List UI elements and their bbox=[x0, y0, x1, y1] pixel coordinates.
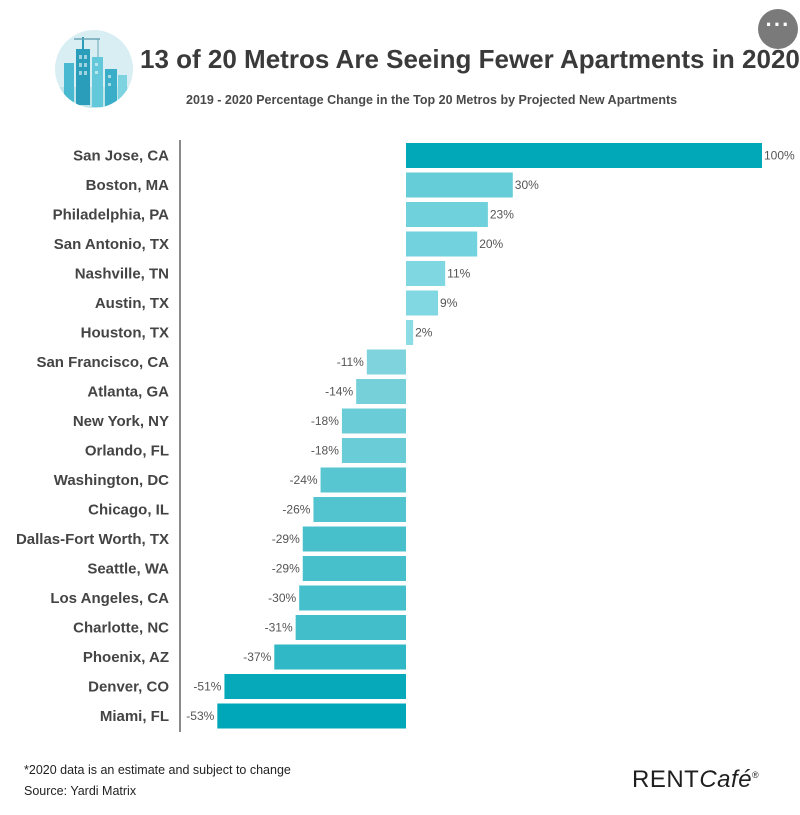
source-note: Source: Yardi Matrix bbox=[24, 784, 137, 798]
bar bbox=[274, 644, 406, 670]
chart-title: 13 of 20 Metros Are Seeing Fewer Apartme… bbox=[140, 44, 800, 74]
more-options-icon: ··· bbox=[765, 12, 791, 37]
category-label: San Francisco, CA bbox=[36, 354, 169, 371]
category-label: Philadelphia, PA bbox=[53, 207, 170, 224]
category-label: Orlando, FL bbox=[85, 443, 169, 460]
category-label: Los Angeles, CA bbox=[50, 590, 169, 607]
bar bbox=[406, 261, 446, 286]
bar bbox=[299, 585, 406, 611]
category-label: Houston, TX bbox=[81, 325, 169, 342]
value-label: -24% bbox=[290, 473, 318, 487]
value-label: -29% bbox=[272, 562, 300, 576]
brand-registered-mark: ® bbox=[752, 770, 760, 780]
value-label: 100% bbox=[764, 149, 795, 163]
category-label: Atlanta, GA bbox=[87, 384, 169, 401]
value-label: -37% bbox=[243, 650, 271, 664]
value-label: -29% bbox=[272, 532, 300, 546]
category-label: Seattle, WA bbox=[87, 561, 169, 578]
bar bbox=[406, 231, 478, 257]
value-label: 20% bbox=[479, 237, 503, 251]
category-label: Boston, MA bbox=[86, 177, 169, 194]
bar bbox=[313, 497, 406, 522]
category-label: Charlotte, NC bbox=[73, 620, 169, 637]
category-label: New York, NY bbox=[73, 413, 169, 430]
bar-chart: San Jose, CA 100% Boston, MA 30% Philadelphi… bbox=[16, 140, 795, 732]
category-label: Phoenix, AZ bbox=[83, 649, 169, 666]
value-label: 11% bbox=[447, 267, 470, 281]
bar bbox=[366, 349, 406, 375]
bar bbox=[356, 379, 406, 404]
value-label: -26% bbox=[282, 503, 310, 517]
bar bbox=[341, 408, 406, 434]
value-label: -18% bbox=[311, 414, 339, 428]
bar bbox=[406, 320, 414, 345]
category-label: Dallas-Fort Worth, TX bbox=[16, 531, 169, 548]
category-label: Washington, DC bbox=[54, 472, 169, 489]
brand-cafe: Café bbox=[699, 766, 753, 793]
value-label: 9% bbox=[440, 296, 458, 310]
category-label: Nashville, TN bbox=[75, 266, 169, 283]
bar bbox=[341, 438, 406, 463]
category-label: San Jose, CA bbox=[73, 148, 169, 165]
bar bbox=[295, 615, 406, 640]
bar bbox=[224, 674, 406, 699]
category-label: Denver, CO bbox=[88, 679, 169, 696]
category-label: Austin, TX bbox=[95, 295, 169, 312]
bar bbox=[406, 202, 488, 227]
category-label: San Antonio, TX bbox=[54, 236, 169, 253]
city-skyline-logo bbox=[55, 30, 133, 108]
bar bbox=[302, 526, 406, 552]
value-label: -31% bbox=[265, 621, 293, 635]
footnote: *2020 data is an estimate and subject to… bbox=[24, 763, 291, 777]
value-label: -14% bbox=[325, 385, 353, 399]
brand-rent: RENT bbox=[632, 766, 700, 793]
value-label: -30% bbox=[268, 591, 296, 605]
chart-subtitle: 2019 - 2020 Percentage Change in the Top… bbox=[186, 93, 678, 107]
rentcafe-logo: RENTCafé® bbox=[632, 766, 759, 794]
bar bbox=[406, 290, 439, 316]
bar bbox=[406, 172, 513, 198]
category-label: Chicago, IL bbox=[88, 502, 169, 519]
value-label: -53% bbox=[186, 709, 214, 723]
value-label: -51% bbox=[193, 680, 221, 694]
value-label: 2% bbox=[415, 326, 433, 340]
value-label: -11% bbox=[337, 355, 364, 369]
category-label: Miami, FL bbox=[100, 708, 169, 725]
bar bbox=[320, 467, 406, 493]
value-label: 23% bbox=[490, 208, 514, 222]
more-options-button[interactable]: ··· bbox=[758, 9, 798, 49]
bar bbox=[302, 556, 406, 581]
bar bbox=[217, 703, 406, 729]
value-label: -18% bbox=[311, 444, 339, 458]
value-label: 30% bbox=[515, 178, 539, 192]
bar bbox=[406, 143, 762, 168]
